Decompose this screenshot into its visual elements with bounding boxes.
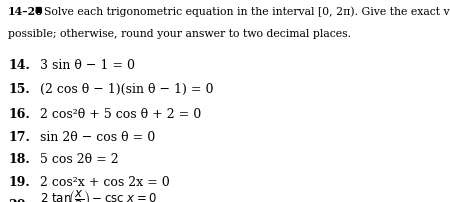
- Text: $2\ \mathrm{tan}\!\left(\dfrac{x}{2}\right) - \mathrm{csc}\ x = 0$: $2\ \mathrm{tan}\!\left(\dfrac{x}{2}\rig…: [40, 187, 158, 202]
- Text: 3 sin θ − 1 = 0: 3 sin θ − 1 = 0: [40, 59, 135, 72]
- Text: 19.: 19.: [8, 175, 30, 188]
- Text: 5 cos 2θ = 2: 5 cos 2θ = 2: [40, 153, 119, 165]
- Text: Solve each trigonometric equation in the interval [0, 2π). Give the exact value,: Solve each trigonometric equation in the…: [44, 6, 450, 17]
- Text: possible; otherwise, round your answer to two decimal places.: possible; otherwise, round your answer t…: [8, 29, 351, 39]
- Text: (2 cos θ − 1)(sin θ − 1) = 0: (2 cos θ − 1)(sin θ − 1) = 0: [40, 83, 214, 96]
- Text: ■: ■: [34, 6, 41, 14]
- Text: 14–20: 14–20: [8, 6, 44, 17]
- Text: 2 cos²x + cos 2x = 0: 2 cos²x + cos 2x = 0: [40, 175, 170, 188]
- Text: 14.: 14.: [8, 59, 30, 72]
- Text: 17.: 17.: [8, 130, 30, 143]
- Text: 16.: 16.: [8, 107, 30, 120]
- Text: 20.: 20.: [8, 198, 30, 202]
- Text: 15.: 15.: [8, 83, 30, 96]
- Text: 2 cos²θ + 5 cos θ + 2 = 0: 2 cos²θ + 5 cos θ + 2 = 0: [40, 107, 202, 120]
- Text: 18.: 18.: [8, 153, 30, 165]
- Text: sin 2θ − cos θ = 0: sin 2θ − cos θ = 0: [40, 130, 156, 143]
